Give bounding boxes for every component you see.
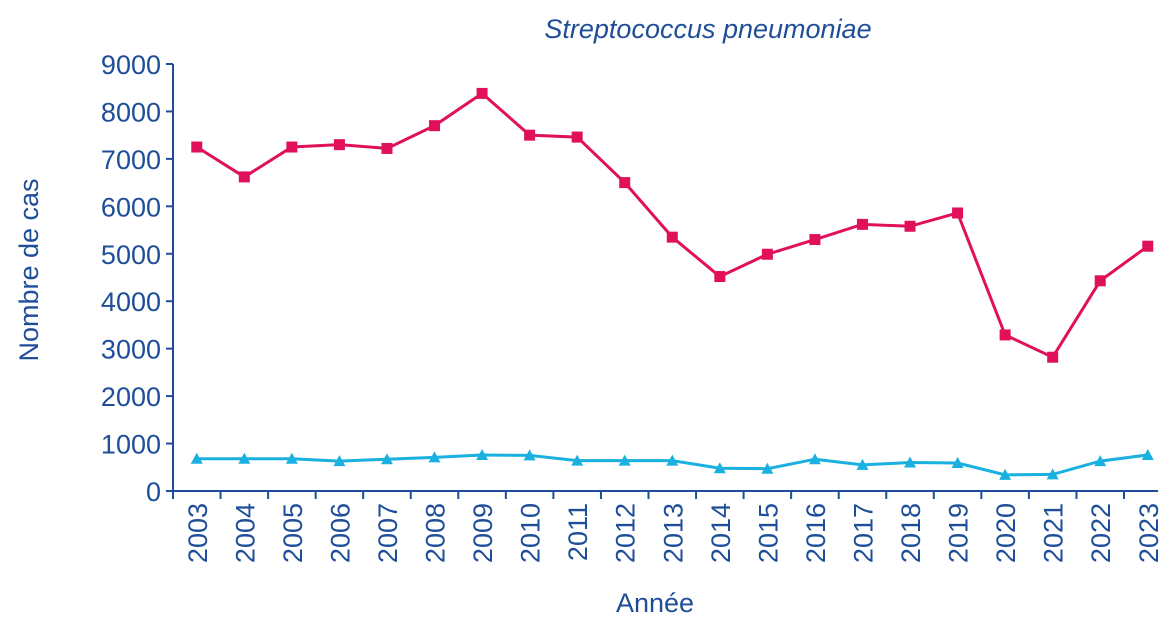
y-tick-label: 6000 <box>101 192 161 222</box>
point <box>809 234 821 246</box>
point <box>904 456 917 468</box>
point <box>856 458 869 470</box>
point <box>619 177 631 189</box>
point <box>666 454 679 466</box>
x-tick-label: 2017 <box>848 503 878 563</box>
y-tick-label: 7000 <box>101 145 161 175</box>
point <box>808 453 821 465</box>
y-tick-label: 0 <box>146 477 161 507</box>
point <box>429 120 441 132</box>
point <box>381 142 393 154</box>
point <box>333 455 346 467</box>
point <box>571 131 583 143</box>
point <box>1046 468 1059 480</box>
point <box>476 448 489 460</box>
y-tick-label: 9000 <box>101 50 161 80</box>
point <box>286 141 298 153</box>
y-tick-label: 5000 <box>101 240 161 270</box>
y-tick-label: 8000 <box>101 97 161 127</box>
point <box>571 454 584 466</box>
x-tick-label: 2023 <box>1134 503 1160 563</box>
point <box>380 453 393 465</box>
point <box>1142 240 1154 252</box>
point <box>952 207 964 219</box>
y-tick-label: 4000 <box>101 287 161 317</box>
x-tick-label: 2012 <box>611 503 641 563</box>
y-tick-label: 2000 <box>101 382 161 412</box>
point <box>713 462 726 474</box>
y-tick-label: 3000 <box>101 335 161 365</box>
series-line <box>195 91 1149 360</box>
point <box>523 449 536 461</box>
point <box>1094 275 1106 287</box>
point <box>999 329 1011 341</box>
x-tick-label: 2009 <box>468 503 498 563</box>
x-tick-label: 2007 <box>373 503 403 563</box>
x-tick-label: 2013 <box>658 503 688 563</box>
point <box>904 220 916 232</box>
x-tick-label: 2004 <box>230 503 260 563</box>
chart-title: Streptococcus pneumoniae <box>544 14 871 44</box>
x-tick-label: 2021 <box>1039 503 1069 563</box>
x-tick-label: 2020 <box>991 503 1021 563</box>
y-axis-label: Nombre de cas <box>14 178 44 361</box>
point <box>666 231 678 243</box>
point <box>1047 351 1059 363</box>
x-tick-label: 2003 <box>183 503 213 563</box>
x-tick-label: 2015 <box>753 503 783 563</box>
x-tick-label: 2005 <box>278 503 308 563</box>
x-tick-label: 2016 <box>801 503 831 563</box>
y-tick-label: 1000 <box>101 430 161 460</box>
x-tick-label: 2022 <box>1086 503 1116 563</box>
x-tick-label: 2010 <box>516 503 546 563</box>
point <box>333 139 345 151</box>
point <box>524 129 536 141</box>
point <box>1141 448 1154 460</box>
point <box>951 457 964 469</box>
point <box>856 218 868 230</box>
x-tick-label: 2006 <box>325 503 355 563</box>
point <box>999 468 1012 480</box>
x-axis-label: Année <box>616 588 694 618</box>
point <box>761 248 773 260</box>
point <box>238 171 250 183</box>
x-tick-label: 2018 <box>896 503 926 563</box>
point <box>1094 455 1107 467</box>
x-tick-label: 2008 <box>421 503 451 563</box>
point <box>428 451 441 463</box>
point <box>476 87 488 99</box>
point <box>618 454 631 466</box>
point <box>238 452 251 464</box>
point <box>190 452 203 464</box>
point <box>285 452 298 464</box>
x-tick-label: 2014 <box>706 503 736 563</box>
point <box>761 462 774 474</box>
x-tick-label: 2019 <box>944 503 974 563</box>
x-tick-label: 2011 <box>563 503 593 561</box>
point <box>191 141 203 153</box>
point <box>714 271 726 283</box>
